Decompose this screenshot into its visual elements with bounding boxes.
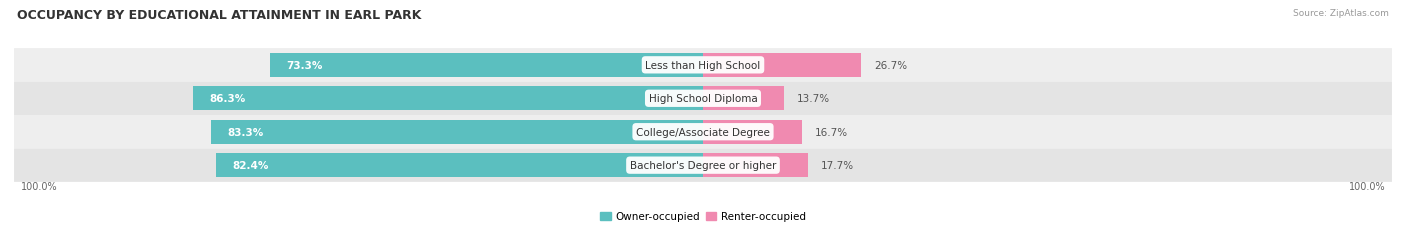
- Legend: Owner-occupied, Renter-occupied: Owner-occupied, Renter-occupied: [596, 207, 810, 226]
- Bar: [703, 120, 801, 144]
- Bar: [703, 87, 785, 111]
- FancyBboxPatch shape: [14, 82, 1392, 116]
- Text: Bachelor's Degree or higher: Bachelor's Degree or higher: [630, 161, 776, 170]
- Bar: [703, 153, 807, 177]
- Text: High School Diploma: High School Diploma: [648, 94, 758, 104]
- Text: 16.7%: 16.7%: [814, 127, 848, 137]
- Bar: [217, 153, 703, 177]
- FancyBboxPatch shape: [14, 149, 1392, 182]
- Bar: [194, 87, 703, 111]
- Text: 26.7%: 26.7%: [873, 61, 907, 70]
- Bar: [270, 54, 703, 78]
- Text: 13.7%: 13.7%: [797, 94, 830, 104]
- Text: 86.3%: 86.3%: [209, 94, 246, 104]
- Text: College/Associate Degree: College/Associate Degree: [636, 127, 770, 137]
- Bar: [211, 120, 703, 144]
- Text: 82.4%: 82.4%: [233, 161, 269, 170]
- Text: Source: ZipAtlas.com: Source: ZipAtlas.com: [1294, 9, 1389, 18]
- FancyBboxPatch shape: [14, 116, 1392, 149]
- Text: Less than High School: Less than High School: [645, 61, 761, 70]
- Text: 17.7%: 17.7%: [821, 161, 853, 170]
- Text: 100.0%: 100.0%: [21, 181, 58, 191]
- FancyBboxPatch shape: [14, 49, 1392, 82]
- Text: 83.3%: 83.3%: [228, 127, 264, 137]
- Text: 100.0%: 100.0%: [1348, 181, 1385, 191]
- Bar: [703, 54, 860, 78]
- Text: OCCUPANCY BY EDUCATIONAL ATTAINMENT IN EARL PARK: OCCUPANCY BY EDUCATIONAL ATTAINMENT IN E…: [17, 9, 422, 22]
- Text: 73.3%: 73.3%: [287, 61, 323, 70]
